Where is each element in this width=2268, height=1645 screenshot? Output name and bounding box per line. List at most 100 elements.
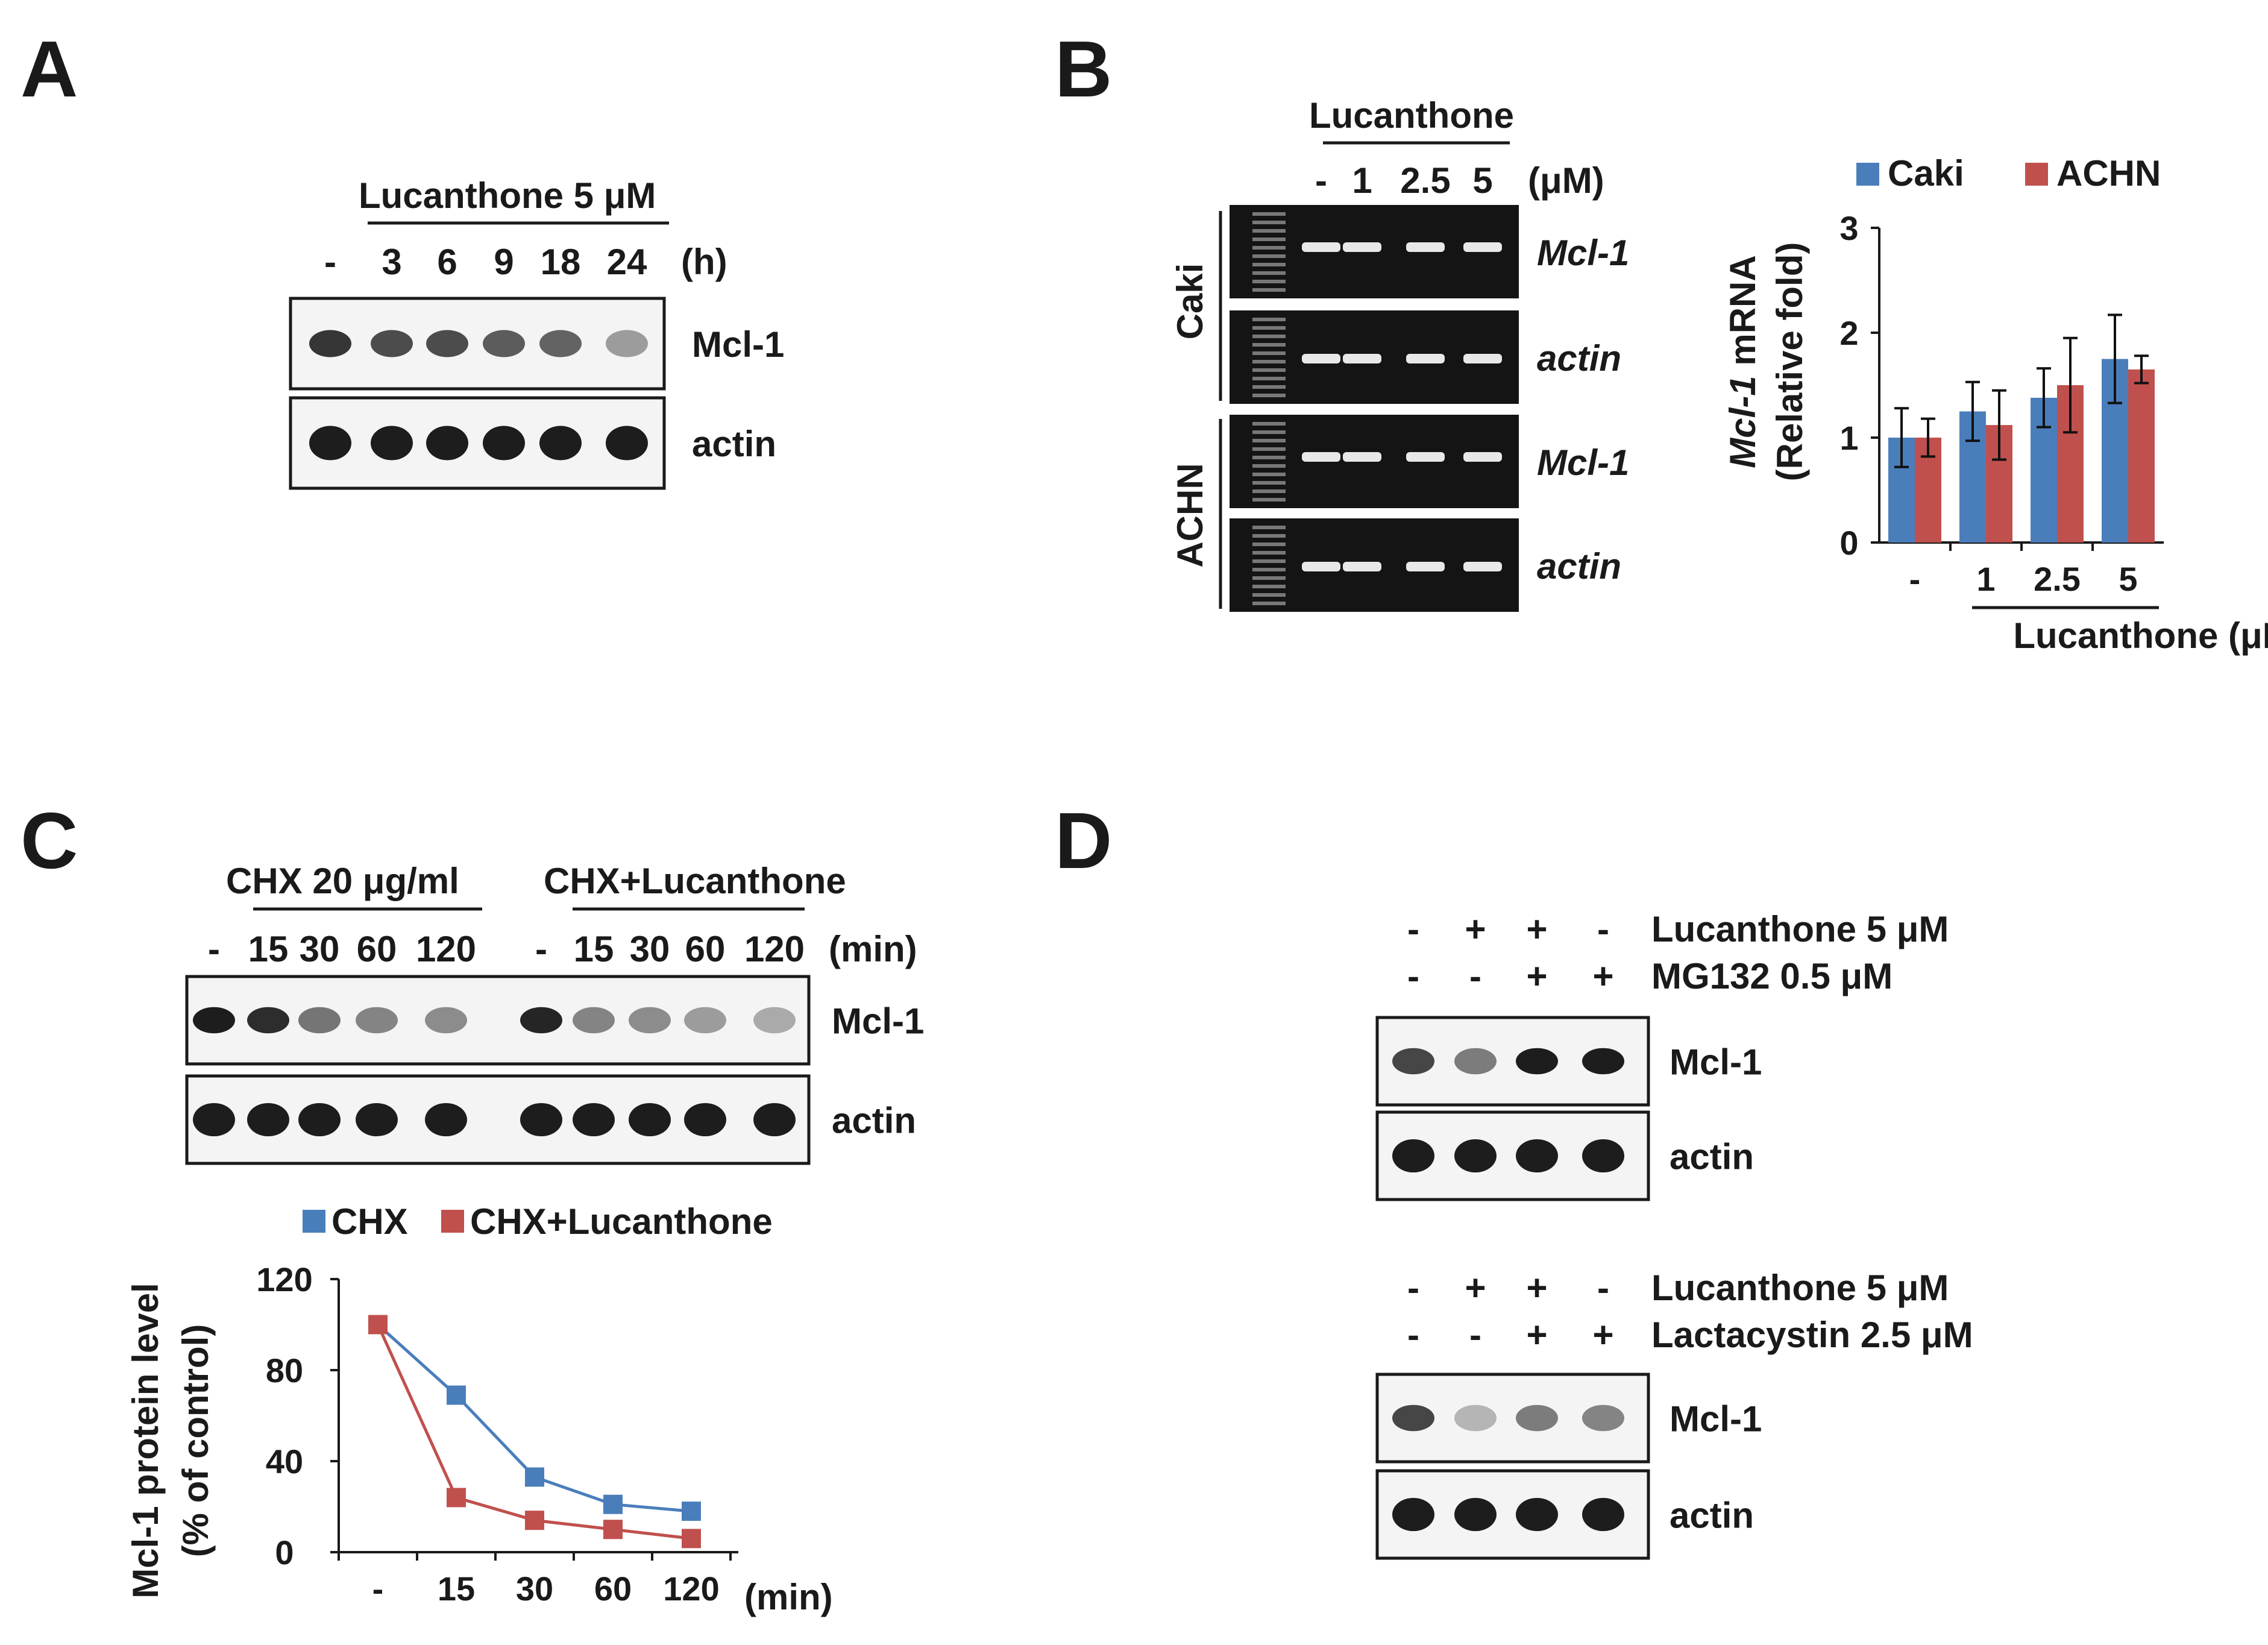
pcr-band (1302, 354, 1340, 363)
pcr-band (1343, 452, 1381, 462)
band-mcl-1-lane-3 (1516, 1048, 1558, 1075)
ladder-band (1252, 534, 1286, 538)
ladder-band (1252, 422, 1286, 426)
actin-blot-strip: actin (289, 396, 776, 490)
ladder-band (1252, 489, 1286, 493)
ladder-band (1252, 385, 1286, 389)
band-mcl-1-lane-2 (1454, 1048, 1497, 1075)
ladder-band (1252, 335, 1286, 338)
gel-row-label: actin (1537, 338, 1621, 379)
ladder-band (1252, 212, 1286, 216)
ladder-band (1252, 229, 1286, 233)
pcr-band (1406, 452, 1445, 462)
ladder-band (1252, 464, 1286, 468)
band-mcl-1-lane-1 (1392, 1404, 1434, 1432)
treatment-sign: + (1526, 1315, 1547, 1355)
lane-label: 120 (744, 929, 805, 969)
band-actin-lane-9 (684, 1102, 726, 1137)
legend-swatch-chx-lucanthone (441, 1210, 464, 1233)
band-label-actin: actin (1670, 1137, 1754, 1177)
band-mcl-1-lane-2 (1454, 1404, 1497, 1432)
x-tick-label: 120 (663, 1570, 719, 1608)
band-mcl-1-lane-1 (193, 1007, 235, 1034)
unit-label: (h) (681, 242, 727, 282)
band-actin-lane-10 (753, 1102, 796, 1137)
treatment-sign: + (1465, 1268, 1486, 1308)
pcr-band (1463, 242, 1502, 252)
gel-row-label: Mcl-1 (1537, 233, 1629, 273)
y-axis-label-line2: (Relative fold) (1770, 242, 1810, 482)
band-mcl-1-lane-2 (371, 330, 413, 357)
x-tick-label: 30 (516, 1570, 553, 1608)
ladder-band (1252, 456, 1286, 459)
group-label-chx-lucanthone: CHX+Lucanthone (544, 861, 846, 901)
x-axis-unit: (min) (744, 1577, 833, 1617)
band-actin-lane-2 (371, 426, 413, 461)
lane-label: 60 (685, 929, 726, 969)
cell-line-label-achn: ACHN (1170, 463, 1210, 567)
band-mcl-1-lane-3 (1516, 1404, 1558, 1432)
data-point-chx+lucanthone (368, 1315, 388, 1335)
treatment-sign: + (1526, 956, 1547, 996)
lane-label: - (324, 242, 336, 282)
x-axis-label: Lucanthone (μM) (2013, 615, 2268, 656)
data-point-chx+lucanthone (447, 1488, 466, 1508)
band-mcl-1-lane-6 (520, 1007, 562, 1034)
ladder-band (1252, 568, 1286, 571)
group-label-chx: CHX 20 μg/ml (226, 861, 459, 901)
ladder-band (1252, 481, 1286, 485)
band-actin-lane-1 (1392, 1497, 1434, 1532)
band-mcl-1-lane-4 (483, 330, 525, 357)
legend-label-caki: Caki (1888, 153, 1964, 193)
x-tick-label: 1 (1976, 560, 1995, 598)
pcr-band (1406, 242, 1445, 252)
band-actin-lane-3 (1516, 1497, 1558, 1532)
legend-swatch-chx (303, 1210, 325, 1233)
band-actin-lane-4 (1582, 1497, 1624, 1532)
bar-achn-5 (2128, 369, 2155, 543)
lane-label: 6 (437, 242, 457, 282)
ladder-band (1252, 543, 1286, 546)
ladder-band (1252, 351, 1286, 355)
ladder-band (1252, 559, 1286, 563)
band-actin-lane-2 (1454, 1139, 1497, 1173)
legend-label-chx-lucanthone: CHX+Lucanthone (470, 1201, 773, 1242)
treatment-sign: + (1592, 1315, 1613, 1355)
band-actin-lane-5 (539, 426, 582, 461)
band-label-actin: actin (832, 1101, 916, 1141)
gel-row-label: actin (1537, 546, 1621, 587)
pcr-band (1463, 562, 1502, 571)
lane-label: 9 (494, 242, 514, 282)
band-mcl-1-lane-5 (539, 330, 582, 357)
panel-label-a: A (20, 25, 78, 113)
ladder-band (1252, 246, 1286, 250)
x-tick-label: 5 (2119, 560, 2137, 598)
lane-label: 15 (248, 929, 289, 969)
actin-blot-strip: actin (1375, 1469, 1754, 1560)
treatment-sign: + (1465, 909, 1486, 949)
band-mcl-1-lane-6 (606, 330, 648, 357)
ladder-band (1252, 585, 1286, 588)
band-mcl-1-lane-3 (298, 1007, 341, 1034)
ladder-band (1252, 430, 1286, 434)
ladder-band (1252, 221, 1286, 224)
pcr-band (1406, 354, 1445, 363)
y-tick-label: 3 (1839, 209, 1858, 247)
ladder-band (1252, 593, 1286, 597)
plot-area: 0 1 2 3 - 1 2.5 5 (1839, 209, 2164, 609)
lane-labels: - 3 6 9 18 24 (324, 242, 647, 282)
band-actin-lane-2 (247, 1102, 289, 1137)
data-point-chx+lucanthone (603, 1520, 623, 1540)
x-tick-label: 60 (594, 1570, 632, 1608)
lane-label: 60 (357, 929, 397, 969)
band-actin-lane-6 (606, 426, 648, 461)
data-point-chx (447, 1385, 466, 1405)
band-mcl-1-lane-1 (1392, 1048, 1434, 1075)
panel-a: A Lucanthone 5 μM - 3 6 9 18 24 (h) Mcl-1 acti… (20, 25, 784, 490)
band-actin-lane-1 (193, 1102, 235, 1137)
pcr-band (1302, 452, 1340, 462)
pcr-band (1302, 242, 1340, 252)
y-tick-label: 2 (1839, 314, 1858, 352)
treatment-sign: - (1407, 909, 1419, 949)
